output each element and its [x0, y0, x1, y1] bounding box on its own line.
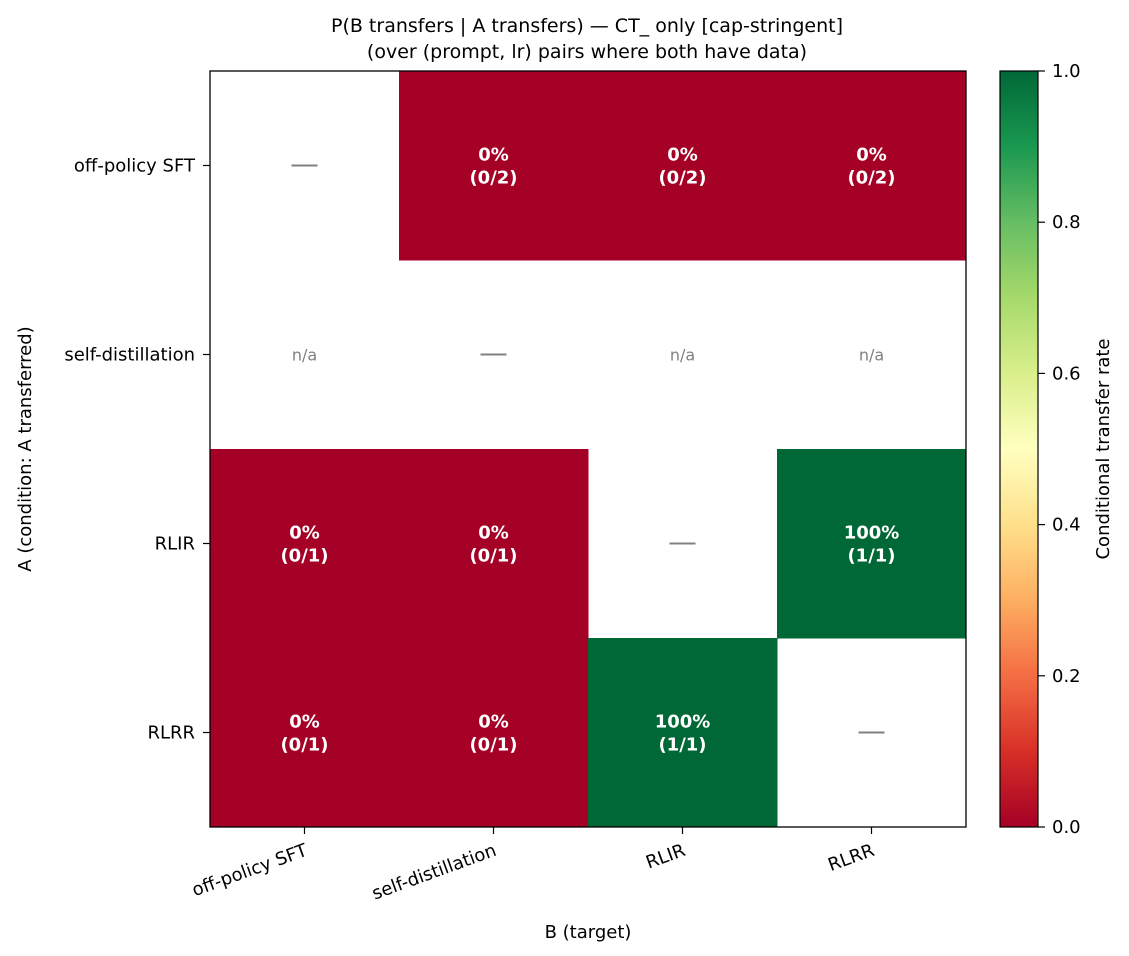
colorbar-tick-label: 1.0	[1052, 61, 1081, 82]
colorbar-label: Conditional transfer rate	[1093, 338, 1114, 559]
cell-label: 0% (0/1)	[280, 712, 328, 756]
cell-label: 0% (0/2)	[658, 145, 706, 189]
chart-title: P(B transfers | A transfers) — CT_ only …	[331, 15, 843, 37]
x-tick-label: RLRR	[825, 840, 877, 876]
cell-label: 0% (0/2)	[847, 145, 895, 189]
cell-label: n/a	[292, 346, 317, 365]
y-tick-label: RLRR	[147, 723, 195, 744]
colorbar-tick-label: 0.2	[1052, 666, 1081, 687]
heatmap-cell-labels: 0% (0/2) 0% (0/2) 0% (0/2) n/a n/a n/a 0% (0/1) 0%(…	[280, 145, 899, 756]
heatmap-cell	[399, 638, 589, 828]
colorbar-tick-label: 0.0	[1052, 817, 1081, 838]
heatmap-cell	[777, 449, 967, 639]
heatmap-cell	[777, 71, 967, 261]
cell-label: n/a	[859, 346, 884, 365]
x-tick-label: self-distillation	[369, 840, 499, 904]
colorbar	[999, 70, 1039, 828]
chart-subtitle: (over (prompt, lr) pairs where both have…	[367, 41, 807, 63]
heatmap-cell	[588, 71, 778, 261]
heatmap-cell	[588, 638, 778, 828]
heatmap-cell	[399, 71, 589, 261]
x-axis-label: B (target)	[545, 922, 632, 943]
y-axis-label: A (condition: A transferred)	[15, 326, 36, 571]
heatmap-cell	[210, 449, 400, 639]
x-axis: off-policy SFT self-distillation RLIR RLRR	[189, 827, 877, 904]
cell-label: 0% (0/1)	[280, 523, 328, 567]
cell-label: 0% (0/1)	[469, 712, 517, 756]
cell-label: n/a	[670, 346, 695, 365]
x-tick-label: off-policy SFT	[189, 840, 311, 901]
y-tick-label: off-policy SFT	[74, 156, 196, 177]
heatmap-cell	[210, 638, 400, 828]
heatmap-cell	[399, 449, 589, 639]
cell-label: 100% (1/1)	[844, 523, 900, 567]
colorbar-ticks: 0.0 0.2 0.4 0.6 0.8 1.0	[1038, 61, 1081, 838]
plot-frame	[209, 70, 967, 828]
colorbar-tick-label: 0.8	[1052, 212, 1081, 233]
y-tick-label: self-distillation	[64, 345, 195, 366]
y-tick-label: RLIR	[155, 534, 195, 555]
colorbar-tick-label: 0.4	[1052, 515, 1081, 536]
cell-label: 100% (1/1)	[655, 712, 711, 756]
colorbar-tick-label: 0.6	[1052, 363, 1081, 384]
x-tick-label: RLIR	[643, 840, 688, 874]
heatmap-cells	[210, 71, 967, 828]
cell-label: 0% (0/2)	[469, 145, 517, 189]
cell-label: 0% (0/1)	[469, 523, 517, 567]
y-axis: off-policy SFT self-distillation RLIR RLRR	[64, 156, 210, 744]
